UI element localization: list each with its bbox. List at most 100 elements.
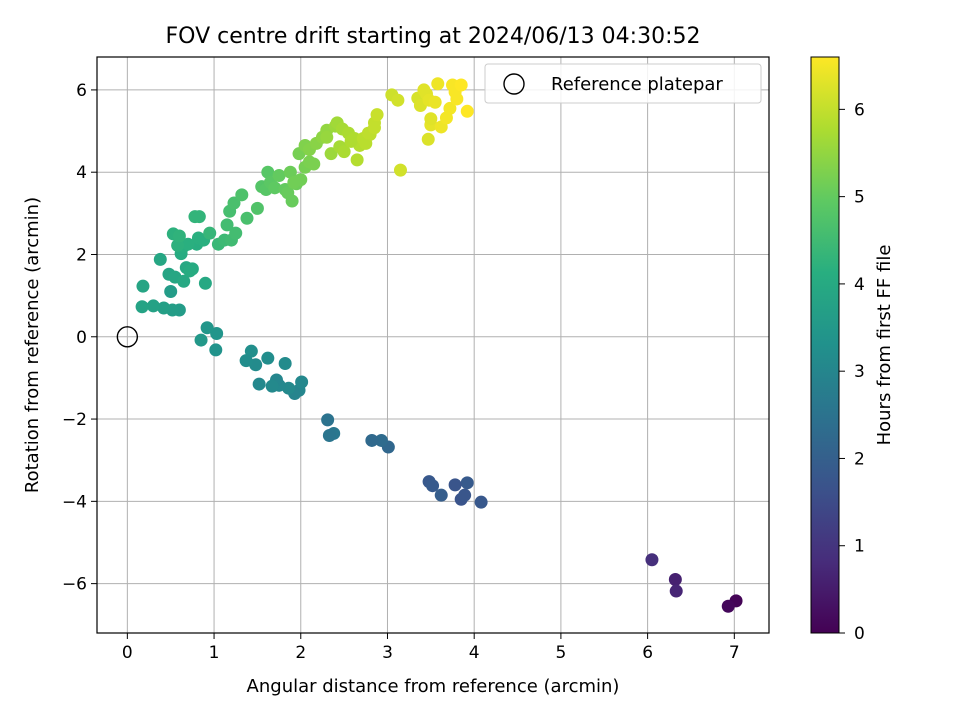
legend-box xyxy=(484,63,762,104)
scatter-point xyxy=(721,599,735,613)
legend-reference-marker xyxy=(503,73,525,95)
y-tick-label: 0 xyxy=(76,328,87,348)
scatter-point xyxy=(460,476,474,490)
scatter-point xyxy=(458,488,472,502)
x-tick-label: 4 xyxy=(469,643,480,663)
scatter-point xyxy=(135,300,149,314)
scatter-point xyxy=(157,301,171,315)
scatter-point xyxy=(320,130,334,144)
colorbar-tick-label: 3 xyxy=(854,362,865,382)
scatter-point xyxy=(177,274,191,288)
scatter-point xyxy=(240,211,254,225)
scatter-point xyxy=(244,344,258,358)
scatter-point xyxy=(172,229,186,243)
y-axis-label: Rotation from reference (arcmin) xyxy=(22,197,43,493)
scatter-point xyxy=(393,163,407,177)
scatter-point xyxy=(367,121,381,135)
y-tick-label: 6 xyxy=(76,81,87,101)
scatter-point xyxy=(261,165,275,179)
reference-platepar-marker xyxy=(116,326,139,348)
scatter-point xyxy=(391,93,405,107)
scatter-point xyxy=(434,488,448,502)
scatter-point xyxy=(192,210,206,224)
colorbar-label: Hours from first FF file xyxy=(874,245,895,446)
scatter-point xyxy=(198,276,212,290)
scatter-point xyxy=(307,157,321,171)
chart-title: FOV centre drift starting at 2024/06/13 … xyxy=(166,24,701,49)
scatter-point xyxy=(668,573,682,587)
scatter-point xyxy=(153,252,167,266)
y-tick-label: 2 xyxy=(76,245,87,265)
scatter-point xyxy=(337,145,351,159)
scatter-point xyxy=(209,343,223,357)
scatter-point xyxy=(424,112,438,126)
scatter-point xyxy=(265,379,279,393)
x-tick-label: 0 xyxy=(122,643,133,663)
colorbar-ticks: 0 1 2 3 4 5 6 xyxy=(839,100,865,644)
scatter-point xyxy=(350,153,364,167)
colorbar-tick-label: 6 xyxy=(854,100,865,120)
y-tick-label: −2 xyxy=(62,410,87,430)
scatter-point xyxy=(181,237,195,251)
x-tick-label: 2 xyxy=(295,643,306,663)
plot-frame xyxy=(96,56,770,634)
legend-reference-label: Reference platepar xyxy=(551,74,723,95)
x-axis-ticks: 0 1 2 3 4 5 6 7 xyxy=(122,633,740,663)
scatter-point xyxy=(136,279,150,293)
scatter-point xyxy=(252,377,266,391)
colorbar-tick-label: 4 xyxy=(854,275,865,295)
scatter-point xyxy=(146,299,160,313)
scatter-point xyxy=(210,326,224,340)
scatter-point xyxy=(460,104,474,118)
scatter-point xyxy=(295,375,309,389)
scatter-point xyxy=(454,78,468,92)
scatter-point xyxy=(239,354,253,368)
colorbar: 0 1 2 3 4 5 6 Hours from first FF file xyxy=(810,56,895,644)
scatter-point xyxy=(283,165,297,179)
colorbar-tick-label: 1 xyxy=(854,537,865,557)
scatter-point xyxy=(250,201,264,215)
scatter-point xyxy=(278,357,292,371)
colorbar-tick-label: 2 xyxy=(854,449,865,469)
scatter-point xyxy=(370,108,384,122)
scatter-point xyxy=(203,226,217,240)
scatter-point xyxy=(183,264,197,278)
scatter-point xyxy=(450,92,464,106)
scatter-point xyxy=(426,479,440,493)
scatter-point xyxy=(365,433,379,447)
x-tick-label: 5 xyxy=(555,643,566,663)
scatter-point xyxy=(235,188,249,202)
y-axis-ticks: −6 −4 −2 0 2 4 6 xyxy=(62,81,97,595)
scatter-point xyxy=(324,147,338,161)
scatter-point xyxy=(164,285,178,299)
scatter-point xyxy=(344,134,358,148)
scatter-point xyxy=(287,175,301,189)
x-tick-label: 1 xyxy=(209,643,220,663)
x-axis-label: Angular distance from reference (arcmin) xyxy=(247,676,620,697)
scatter-point xyxy=(321,413,335,427)
scatter-point xyxy=(669,584,683,598)
legend: Reference platepar xyxy=(484,63,762,104)
colorbar-tick-label: 0 xyxy=(854,624,865,644)
data-points xyxy=(135,77,743,613)
grid-lines xyxy=(97,57,769,633)
scatter-point xyxy=(285,194,299,208)
scatter-point xyxy=(474,495,488,509)
scatter-point xyxy=(421,132,435,146)
scatter-point xyxy=(200,321,214,335)
x-tick-label: 3 xyxy=(382,643,393,663)
scatter-point xyxy=(428,95,442,109)
y-tick-label: 4 xyxy=(76,163,87,183)
scatter-point xyxy=(229,226,243,240)
scatter-point xyxy=(227,196,241,210)
scatter-point xyxy=(443,101,457,115)
y-tick-label: −6 xyxy=(62,575,87,595)
colorbar-gradient xyxy=(810,56,840,634)
scatter-point xyxy=(645,553,659,567)
scatter-point xyxy=(272,168,286,182)
reference-marker-layer xyxy=(116,326,139,348)
scatter-point xyxy=(322,429,336,443)
x-tick-label: 7 xyxy=(729,643,740,663)
